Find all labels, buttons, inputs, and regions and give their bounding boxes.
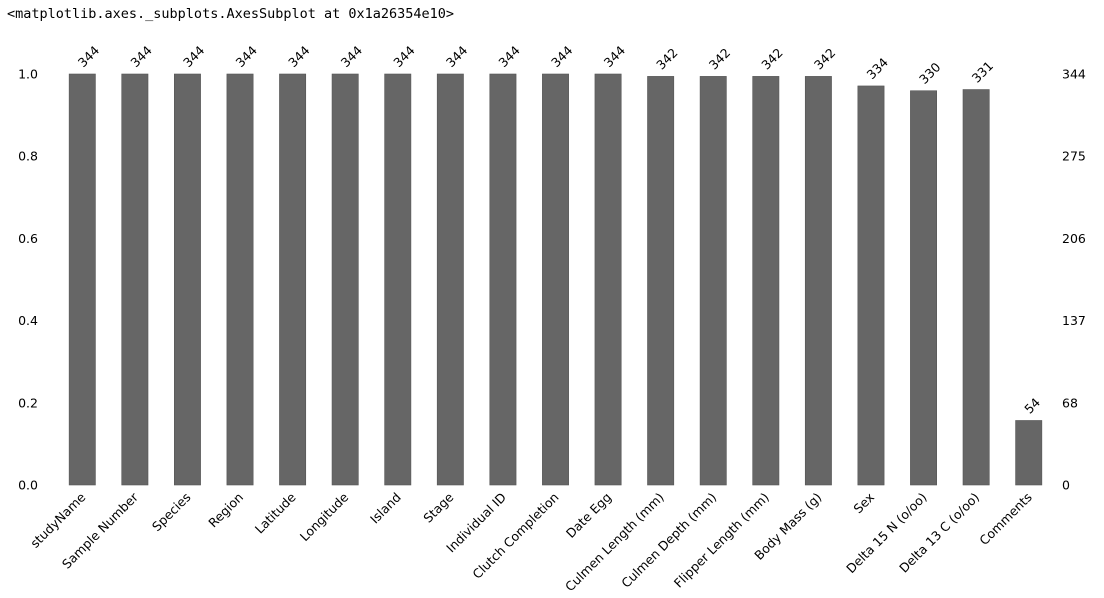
category-label: Stage: [420, 489, 456, 525]
category-label: Date Egg: [563, 490, 614, 541]
bar: [804, 76, 832, 486]
bar-count-label: 331: [969, 58, 996, 85]
left-tick-label: 1.0: [18, 67, 38, 82]
left-tick-label: 0.0: [18, 478, 38, 493]
left-tick-label: 0.4: [18, 313, 38, 328]
category-label: Culmen Length (mm): [562, 490, 667, 595]
bar-count-label: 344: [285, 43, 313, 71]
bar-count-label: 344: [127, 43, 155, 71]
bar-count-label: 344: [548, 43, 576, 71]
bar: [489, 73, 517, 486]
category-label: Flipper Length (mm): [671, 490, 772, 591]
category-label: Latitude: [252, 489, 299, 536]
bar: [699, 76, 727, 486]
left-tick-label: 0.2: [18, 395, 38, 410]
bar: [1015, 420, 1043, 486]
bar-count-label: 344: [495, 43, 523, 71]
bar-count-label: 344: [75, 43, 103, 71]
right-tick-label: 0: [1062, 478, 1070, 493]
bar-count-label: 344: [338, 43, 366, 71]
category-label: Longitude: [297, 489, 352, 544]
category-label: Sex: [850, 490, 877, 517]
bar: [331, 73, 359, 486]
category-label: Culmen Depth (mm): [618, 490, 719, 591]
left-tick-label: 0.6: [18, 231, 38, 246]
bar-count-label: 54: [1021, 395, 1043, 417]
right-tick-label: 137: [1062, 313, 1086, 328]
category-label: Island: [367, 490, 404, 527]
axes-repr-output: <matplotlib.axes._subplots.AxesSubplot a…: [7, 6, 455, 22]
bar-count-label: 344: [233, 43, 261, 71]
right-tick-label: 68: [1062, 395, 1078, 410]
bar: [226, 73, 254, 486]
bars: [68, 73, 1043, 486]
bar-count-label: 344: [180, 43, 208, 71]
bar: [752, 76, 780, 486]
bar: [436, 73, 464, 486]
bar: [962, 89, 990, 486]
bar-count-label: 342: [758, 45, 785, 72]
bar-count-label: 330: [916, 59, 944, 87]
bar: [384, 73, 412, 486]
right-tick-label: 275: [1062, 149, 1086, 164]
right-tick-label: 344: [1062, 67, 1086, 82]
right-axis: 0 68 137 206 275 344: [1062, 67, 1086, 493]
bar: [857, 85, 885, 486]
bar-count-label: 344: [601, 43, 629, 71]
bar: [68, 73, 96, 486]
category-label: Comments: [976, 490, 1035, 549]
bar: [594, 73, 622, 486]
bar-count-label: 342: [811, 45, 838, 72]
bar-count-label: 342: [706, 45, 733, 72]
category-label: Species: [149, 490, 194, 535]
bar-count-label: 344: [390, 43, 418, 71]
bar: [910, 90, 937, 486]
bar-count-label: 334: [863, 55, 891, 83]
bar: [647, 76, 675, 486]
right-tick-label: 206: [1062, 231, 1086, 246]
bar: [279, 73, 307, 486]
category-label: Region: [205, 490, 246, 531]
bar: [121, 73, 149, 486]
bar: [542, 73, 569, 486]
bar-count-label: 344: [443, 43, 471, 71]
bar: [174, 73, 201, 486]
left-tick-label: 0.8: [18, 149, 38, 164]
bar-count-label: 342: [653, 45, 680, 72]
left-axis: 0.0 0.2 0.4 0.6 0.8 1.0: [18, 67, 38, 493]
